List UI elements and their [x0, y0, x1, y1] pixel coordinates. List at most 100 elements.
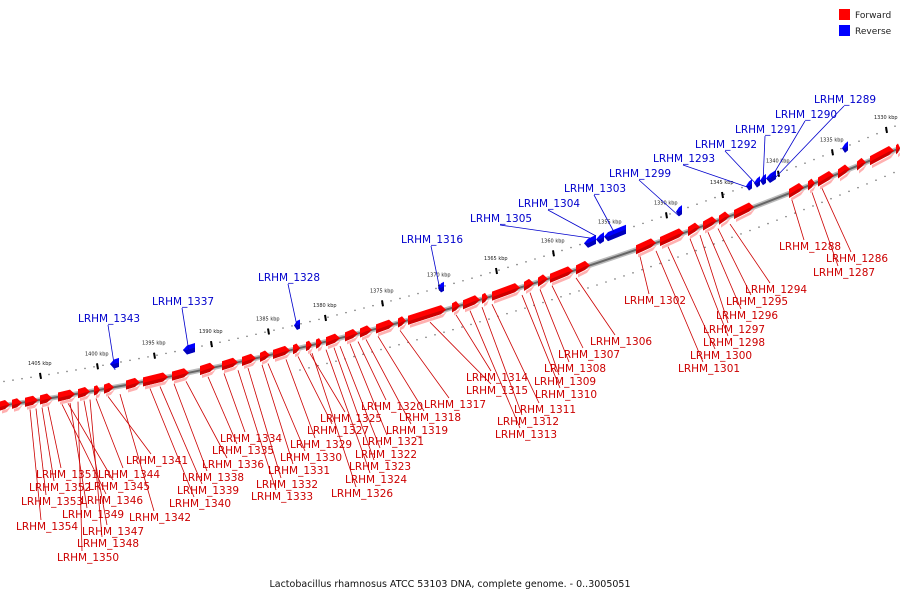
lower-ruler-dot: [389, 346, 391, 348]
ruler-dot: [444, 285, 446, 287]
ruler-dot: [642, 222, 644, 225]
reverse-gene-arrow: [754, 176, 760, 188]
ruler-tick: [831, 149, 834, 156]
ruler-dot: [660, 216, 662, 218]
ruler-dot: [435, 287, 437, 290]
ruler-dot: [120, 361, 122, 363]
lower-ruler-dot: [893, 171, 895, 174]
ruler-tick-label: 1405 kbp: [28, 361, 52, 367]
reverse-gene-arrow: [604, 224, 626, 242]
forward-gene-arrow: [172, 368, 190, 384]
reverse-gene-arrow: [584, 234, 596, 248]
forward-leader-line: [297, 356, 333, 425]
lower-ruler-dot: [479, 320, 481, 323]
forward-gene-arrow: [818, 170, 835, 190]
ruler-dot: [489, 271, 491, 274]
lower-ruler-dot: [848, 190, 850, 193]
forward-gene-label: LRHM_1332: [256, 479, 318, 491]
forward-gene-label: LRHM_1294: [745, 284, 807, 296]
forward-leader-line: [325, 349, 371, 474]
ruler-dot: [462, 279, 464, 282]
forward-gene-label: LRHM_1295: [726, 296, 788, 308]
forward-leader-line: [639, 256, 650, 295]
forward-leader-line: [173, 383, 208, 472]
ruler-dot: [840, 147, 842, 150]
forward-gene-label: LRHM_1331: [268, 465, 330, 477]
forward-leader-line: [47, 406, 62, 469]
forward-gene-arrow: [398, 316, 407, 331]
forward-gene-arrow: [688, 222, 701, 239]
ruler-dot: [579, 243, 581, 246]
reverse-gene-label: LRHM_1343: [78, 313, 140, 325]
legend-swatch-forward: [839, 9, 850, 20]
forward-gene-label: LRHM_1323: [349, 461, 411, 473]
forward-leader-line: [655, 250, 704, 363]
forward-leader-line: [429, 321, 492, 385]
forward-leader-line: [707, 232, 742, 310]
forward-leader-line: [267, 363, 306, 452]
forward-leader-line: [357, 341, 387, 401]
forward-gene-arrow: [273, 345, 291, 362]
forward-gene-label: LRHM_1310: [535, 389, 597, 401]
lower-ruler-dot: [362, 353, 364, 356]
forward-leader-line: [77, 401, 83, 552]
ruler-tick-label: 1385 kbp: [256, 317, 280, 323]
forward-leader-line: [89, 399, 103, 538]
forward-leader-line: [29, 409, 42, 521]
ruler-dot: [246, 335, 248, 338]
forward-gene-label: LRHM_1297: [703, 324, 765, 336]
forward-gene-arrow: [242, 353, 257, 369]
forward-leader-line: [107, 396, 152, 455]
forward-leader-line: [339, 346, 381, 449]
forward-gene-label: LRHM_1308: [544, 363, 606, 375]
forward-gene-label: LRHM_1319: [386, 425, 448, 437]
forward-gene-arrow: [78, 387, 91, 402]
ruler-dot: [867, 136, 869, 139]
forward-gene-label: LRHM_1335: [212, 445, 274, 457]
reverse-leader-line: [181, 307, 190, 353]
lower-ruler-dot: [866, 183, 868, 185]
reverse-gene-arrow: [183, 342, 195, 355]
forward-gene-arrow: [58, 389, 76, 405]
forward-leader-line: [575, 277, 616, 336]
forward-gene-label: LRHM_1339: [177, 485, 239, 497]
ruler-tick-label: 1375 kbp: [370, 288, 394, 294]
lower-ruler-dot: [767, 222, 769, 225]
forward-gene-label: LRHM_1354: [16, 521, 78, 533]
forward-leader-line: [399, 330, 450, 399]
ruler-dot: [399, 297, 401, 300]
ruler-tick-label: 1335 kbp: [820, 137, 844, 143]
forward-gene-arrow: [360, 325, 373, 341]
forward-leader-line: [333, 347, 375, 461]
forward-gene-arrow: [576, 260, 591, 278]
lower-ruler-dot: [623, 275, 625, 277]
forward-gene-arrow: [857, 157, 867, 174]
ruler-dot: [786, 169, 788, 172]
forward-gene-label: LRHM_1312: [497, 416, 559, 428]
reverse-leader-line: [774, 105, 845, 179]
reverse-leader-line: [107, 324, 116, 371]
lower-ruler-dot: [650, 265, 652, 268]
forward-leader-line: [61, 404, 107, 495]
ruler-dot: [426, 290, 428, 292]
ruler-dot: [156, 354, 158, 356]
forward-leader-line: [791, 200, 805, 241]
reverse-gene-label: LRHM_1303: [564, 183, 626, 195]
lower-ruler-dot: [758, 226, 760, 228]
ruler-dot: [300, 322, 302, 325]
ruler-tick-label: 1370 kbp: [427, 273, 451, 279]
reverse-leader-line: [593, 194, 615, 233]
ruler-dot: [291, 325, 293, 327]
forward-gene-arrow: [0, 400, 11, 414]
lower-ruler-dot: [785, 215, 787, 218]
reverse-gene-arrow: [596, 232, 604, 244]
lower-ruler-dot: [524, 307, 526, 309]
lower-ruler-dot: [659, 262, 661, 265]
forward-gene-label: LRHM_1333: [251, 491, 313, 503]
reverse-gene-label: LRHM_1328: [258, 272, 320, 284]
ruler-dot: [570, 246, 572, 249]
ruler-tick: [552, 250, 555, 257]
forward-gene-label: LRHM_1311: [514, 404, 576, 416]
ruler-dot: [876, 132, 878, 135]
forward-gene-arrow: [143, 372, 169, 390]
